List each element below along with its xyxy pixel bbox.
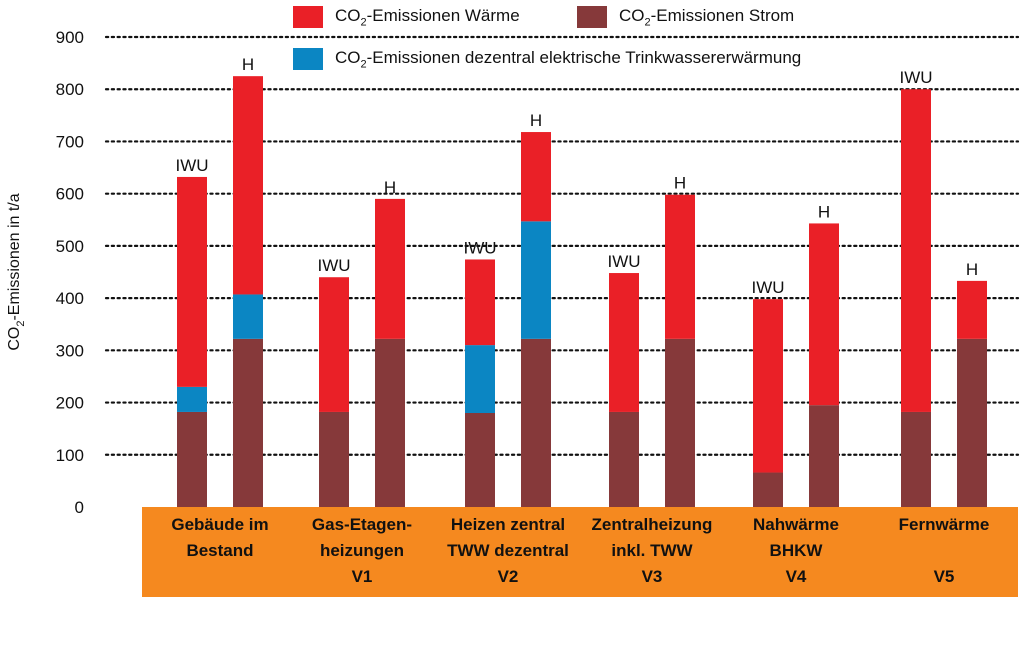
- y-tick-label: 400: [56, 289, 84, 308]
- legend-swatch-strom: [577, 6, 607, 29]
- y-axis-label: CO2-Emissionen in t/a: [6, 193, 27, 350]
- y-tick-label: 300: [56, 341, 84, 360]
- bar-label: IWU: [175, 156, 208, 175]
- category-label: Heizen zentral: [451, 515, 565, 534]
- bar-segment-strom: [465, 413, 495, 507]
- y-tick-label: 200: [56, 394, 84, 413]
- category-label: V5: [934, 567, 955, 586]
- category-label: Gebäude im: [171, 515, 268, 534]
- legend-item-strom: CO2-Emissionen Strom: [577, 6, 794, 28]
- legend-item-waerme: CO2-Emissionen Wärme: [293, 6, 520, 28]
- bar-segment-strom: [901, 411, 931, 507]
- bar-label: H: [818, 202, 830, 221]
- category-label: Nahwärme: [753, 515, 839, 534]
- bar-label: H: [966, 260, 978, 279]
- category-label: Zentralheizung: [592, 515, 713, 534]
- bar-label: IWU: [463, 238, 496, 257]
- bar-segment-strom: [521, 338, 551, 507]
- category-label: V2: [498, 567, 519, 586]
- bar-segment-waerme: [177, 176, 207, 387]
- category-label: TWW dezentral: [447, 541, 569, 560]
- legend-swatch-waerme: [293, 6, 323, 29]
- bar-segment-waerme: [375, 198, 405, 339]
- category-band: [142, 507, 1018, 597]
- bar-label: IWU: [607, 252, 640, 271]
- category-label: Gas-Etagen-: [312, 515, 412, 534]
- y-tick-label: 100: [56, 446, 84, 465]
- category-label: inkl. TWW: [611, 541, 693, 560]
- bar-label: H: [384, 178, 396, 197]
- bar-label: H: [530, 111, 542, 130]
- bar-label: IWU: [751, 278, 784, 297]
- bar-segment-tww: [233, 294, 263, 339]
- legend-item-tww: CO2-Emissionen dezentral elektrische Tri…: [293, 48, 801, 70]
- legend-label-waerme: CO2-Emissionen Wärme: [335, 6, 520, 29]
- legend-label-tww: CO2-Emissionen dezentral elektrische Tri…: [335, 48, 802, 71]
- y-tick-label: 500: [56, 237, 84, 256]
- bar-segment-tww: [521, 221, 551, 339]
- bar-segment-tww: [177, 386, 207, 412]
- y-tick-label: 0: [75, 498, 84, 517]
- bar-segment-strom: [375, 338, 405, 507]
- category-label: V4: [786, 567, 807, 586]
- bar-segment-waerme: [465, 259, 495, 346]
- bar-segment-waerme: [809, 223, 839, 406]
- bar-segment-tww: [465, 345, 495, 413]
- bar-segment-waerme: [521, 132, 551, 222]
- bar-label: H: [242, 55, 254, 74]
- bar-segment-strom: [319, 411, 349, 507]
- bar-segment-strom: [665, 338, 695, 507]
- bar-segment-waerme: [957, 280, 987, 339]
- legend: CO2-Emissionen Wärme CO2-Emissionen Stro…: [0, 0, 1024, 80]
- category-label: V1: [352, 567, 373, 586]
- category-label: heizungen: [320, 541, 404, 560]
- bar-segment-strom: [233, 338, 263, 507]
- bar-segment-waerme: [665, 194, 695, 339]
- legend-label-strom: CO2-Emissionen Strom: [619, 6, 795, 29]
- bar-label: IWU: [317, 256, 350, 275]
- bar-segment-waerme: [753, 299, 783, 473]
- y-tick-label: 600: [56, 185, 84, 204]
- y-tick-label: 900: [56, 28, 84, 47]
- bar-segment-strom: [809, 405, 839, 507]
- bar-segment-strom: [957, 338, 987, 507]
- bar-segment-waerme: [609, 273, 639, 412]
- bar-segment-waerme: [901, 89, 931, 412]
- category-label: V3: [642, 567, 663, 586]
- category-label: Bestand: [186, 541, 253, 560]
- category-label: Fernwärme: [899, 515, 990, 534]
- category-label: BHKW: [770, 541, 824, 560]
- legend-swatch-tww: [293, 48, 323, 71]
- bar-segment-waerme: [233, 76, 263, 295]
- y-tick-label: 700: [56, 132, 84, 151]
- bar-segment-waerme: [319, 277, 349, 412]
- y-tick-label: 800: [56, 80, 84, 99]
- bar-segment-strom: [609, 411, 639, 507]
- bar-segment-strom: [753, 472, 783, 507]
- bar-segment-strom: [177, 411, 207, 507]
- bar-label: H: [674, 174, 686, 193]
- bar-label: IWU: [899, 68, 932, 87]
